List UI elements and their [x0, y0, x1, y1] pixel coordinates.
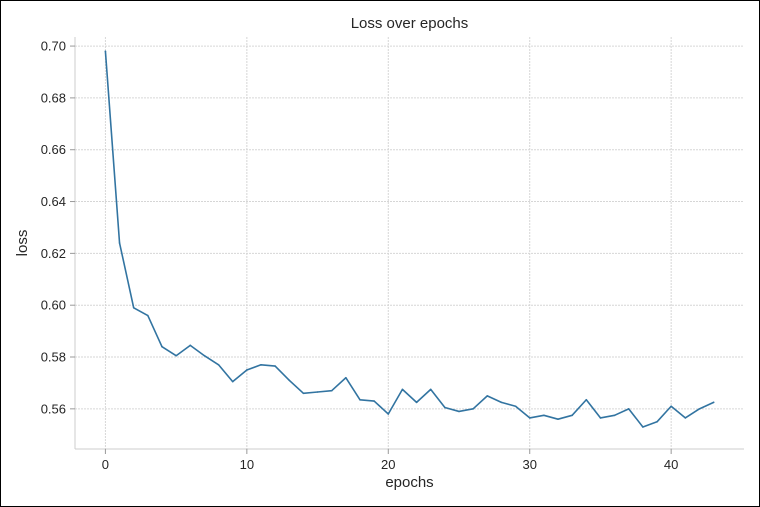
- y-tick-label: 0.64: [41, 194, 66, 209]
- loss-data-point: [274, 365, 276, 367]
- loss-data-point: [147, 314, 149, 317]
- loss-data-point: [345, 376, 347, 379]
- loss-data-point: [217, 363, 220, 366]
- y-tick-label: 0.70: [41, 39, 66, 54]
- y-tick-label: 0.58: [41, 350, 66, 365]
- loss-data-point: [203, 354, 206, 357]
- x-tick-label: 0: [102, 457, 109, 472]
- spines: [74, 37, 744, 450]
- loss-data-point: [528, 417, 531, 419]
- loss-data-point: [458, 410, 460, 413]
- loss-data-point: [373, 400, 375, 402]
- grid: [75, 37, 744, 449]
- y-tick-label: 0.60: [41, 298, 66, 313]
- y-tick-label: 0.66: [41, 142, 66, 157]
- loss-data-point: [104, 50, 107, 53]
- loss-data-point: [500, 401, 503, 404]
- y-axis-label: loss: [14, 230, 31, 257]
- y-tick-label: 0.56: [41, 401, 66, 416]
- loss-data-point: [401, 388, 404, 391]
- loss-data-point: [684, 417, 687, 419]
- x-tick-label: 40: [664, 457, 678, 472]
- loss-data-point: [472, 408, 474, 410]
- loss-data-point: [599, 417, 602, 419]
- loss-data-point: [627, 408, 630, 410]
- x-axis-label: epochs: [385, 474, 433, 491]
- loss-data-point: [642, 426, 644, 428]
- x-tick-label: 10: [240, 457, 254, 472]
- loss-data-point: [712, 401, 715, 404]
- loss-data-point: [189, 344, 192, 347]
- loss-data-point: [444, 406, 446, 409]
- loss-data-point: [415, 401, 418, 404]
- loss-data-point: [698, 408, 701, 410]
- loss-data-point: [231, 380, 234, 383]
- loss-data-point: [288, 379, 291, 382]
- loss-series-line: [104, 50, 715, 428]
- loss-data-point: [359, 398, 361, 401]
- loss-data-point: [330, 389, 333, 392]
- loss-data-point: [543, 414, 545, 417]
- loss-data-point: [260, 363, 262, 366]
- x-tick-label: 20: [381, 457, 395, 472]
- x-tick-label: 30: [522, 457, 536, 472]
- loss-data-point: [161, 345, 163, 348]
- loss-data-point: [316, 391, 319, 393]
- loss-data-point: [585, 398, 588, 401]
- loss-data-point: [132, 306, 135, 309]
- series: [104, 50, 715, 428]
- loss-data-point: [670, 405, 672, 408]
- y-tick-label: 0.62: [41, 246, 66, 261]
- loss-data-point: [118, 242, 121, 244]
- loss-data-point: [514, 405, 517, 408]
- loss-data-point: [387, 413, 390, 415]
- loss-data-point: [557, 418, 559, 421]
- loss-data-point: [175, 354, 177, 357]
- loss-data-point: [486, 395, 489, 397]
- loss-data-point: [571, 414, 573, 417]
- loss-data-point: [656, 420, 658, 423]
- y-tick-label: 0.68: [41, 90, 66, 105]
- loss-data-point: [302, 392, 305, 395]
- loss-data-point: [429, 388, 432, 391]
- loss-data-point: [246, 369, 248, 371]
- ticks: 0.56 0.58 0.60 0.62 0.64 0.66 0.68 0.70 0 10 20 30 4…: [41, 39, 679, 472]
- loss-data-point: [613, 414, 616, 417]
- chart-title: Loss over epochs: [351, 15, 469, 32]
